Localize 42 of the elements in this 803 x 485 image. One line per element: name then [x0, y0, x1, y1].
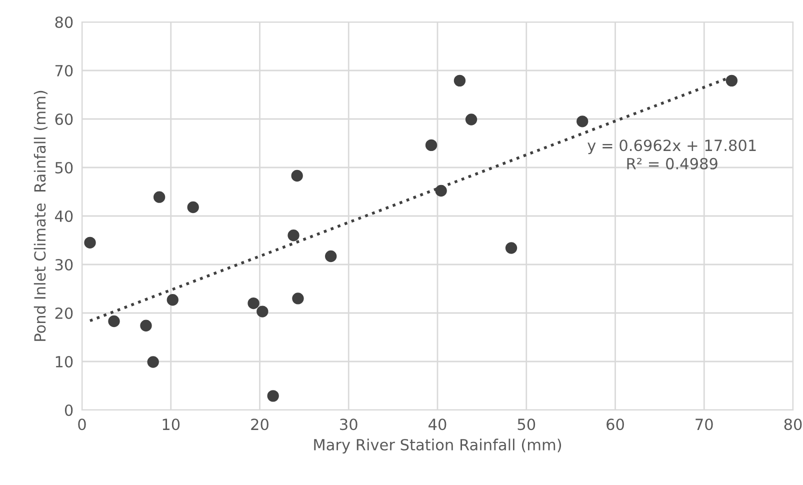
x-tick-label: 70 [696, 418, 713, 430]
point [84, 236, 96, 249]
point [267, 390, 279, 402]
point [140, 320, 152, 332]
x-tick-label: 30 [340, 418, 358, 430]
point [288, 230, 300, 242]
annotation: y = 0.6962x + 17.801 R² = 0.4989 [588, 140, 756, 170]
y-tick-label: 50 [55, 162, 73, 174]
point [248, 297, 260, 310]
point [256, 306, 268, 318]
y-tick-label: 70 [55, 64, 73, 77]
y-tick-label: 60 [55, 113, 73, 126]
y-tick-label: 20 [55, 307, 73, 320]
point [454, 74, 466, 87]
point [425, 139, 438, 152]
point [465, 114, 478, 126]
x-tick-label: 40 [428, 418, 446, 430]
point [153, 191, 166, 203]
point [435, 184, 447, 197]
y-tick-label: 40 [54, 210, 73, 222]
y-axis-title: Pond Inlet Climate Rainfall (mm) [34, 90, 48, 341]
point [325, 250, 337, 262]
x-tick-label: 60 [606, 418, 624, 430]
point [291, 170, 303, 182]
x-tick-label: 50 [518, 418, 536, 430]
x-axis-title: Mary River Station Rainfall (mm) [314, 438, 562, 454]
point [108, 315, 120, 328]
x-tick-label: 0 [78, 418, 86, 430]
point [166, 294, 178, 306]
y-tick-label: 0 [64, 404, 73, 416]
x-tick-label: 20 [251, 418, 268, 430]
point [187, 201, 199, 214]
x-tick-label: 10 [162, 418, 180, 430]
x-tick-label: 80 [784, 418, 802, 430]
point [292, 292, 304, 304]
y-tick-label: 80 [55, 16, 73, 28]
point [505, 242, 518, 254]
point [726, 74, 738, 87]
point [147, 356, 159, 368]
y-tick-label: 30 [55, 258, 73, 271]
y-tick-label: 10 [56, 356, 73, 368]
point [576, 116, 588, 128]
